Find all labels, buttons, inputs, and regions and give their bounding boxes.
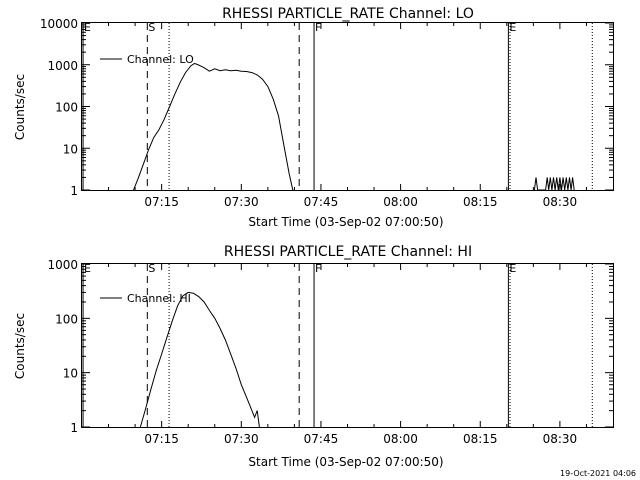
chart-lo-panel: RHESSI PARTICLE_RATE Channel: LO Counts/… xyxy=(13,6,614,229)
chart-lo-series-line-0 xyxy=(133,62,294,191)
chart-lo-marker-label: E xyxy=(84,21,91,34)
chart-hi-ytick-label: 100 xyxy=(55,312,78,326)
chart-lo-xtick-label: 07:45 xyxy=(304,195,339,209)
chart-lo-xtick-label: 08:00 xyxy=(383,195,418,209)
chart-lo-series-line-1 xyxy=(533,177,575,191)
chart-lo-marker-label: S xyxy=(148,21,155,34)
chart-lo-xtick-label: 08:15 xyxy=(463,195,498,209)
chart-lo-ytick-label: 1 xyxy=(70,184,78,198)
chart-hi-xtick-label: 07:45 xyxy=(304,432,339,446)
chart-hi-xtick-label: 07:30 xyxy=(224,432,259,446)
chart-hi-ytick-label: 1000 xyxy=(47,258,78,272)
chart-hi-marker-label: F xyxy=(315,262,321,275)
chart-lo-xtick-label: 08:30 xyxy=(543,195,578,209)
chart-hi-series-line-0 xyxy=(139,291,260,428)
chart-hi-legend-label: Channel: HI xyxy=(127,292,191,305)
chart-lo-ylabel: Counts/sec xyxy=(13,74,27,140)
chart-hi-plot-frame xyxy=(81,263,614,428)
footer-timestamp: 19-Oct-2021 04:06 xyxy=(560,469,636,478)
chart-hi-panel: RHESSI PARTICLE_RATE Channel: HI Counts/… xyxy=(13,244,614,469)
chart-lo-ytick-label: 10000 xyxy=(40,17,78,31)
chart-hi-ytick-label: 10 xyxy=(63,367,78,381)
chart-lo-legend-label: Channel: LO xyxy=(127,53,194,66)
chart-lo-ytick-label: 1000 xyxy=(47,59,78,73)
chart-hi-ytick-label: 1 xyxy=(70,421,78,435)
chart-lo-xlabel: Start Time (03-Sep-02 07:00:50) xyxy=(248,215,443,229)
chart-hi-marker-label: E xyxy=(509,262,516,275)
chart-lo-marker-label: F xyxy=(315,21,321,34)
chart-hi-title: RHESSI PARTICLE_RATE Channel: HI xyxy=(224,244,472,260)
chart-lo-marker-label: E xyxy=(509,21,516,34)
chart-hi-marker-label: S xyxy=(148,262,155,275)
chart-hi-xtick-label: 08:30 xyxy=(543,432,578,446)
chart-hi-ylabel: Counts/sec xyxy=(13,313,27,379)
chart-hi-xlabel: Start Time (03-Sep-02 07:00:50) xyxy=(248,455,443,469)
chart-hi-xtick-label: 08:15 xyxy=(463,432,498,446)
chart-lo-xtick-label: 07:15 xyxy=(144,195,179,209)
chart-lo-title: RHESSI PARTICLE_RATE Channel: LO xyxy=(222,6,474,22)
chart-lo-ytick-label: 10 xyxy=(63,142,78,156)
chart-hi-marker-label: E xyxy=(84,262,91,275)
chart-lo-plot-frame xyxy=(81,22,614,191)
chart-lo-xtick-label: 07:30 xyxy=(224,195,259,209)
chart-hi-xtick-label: 08:00 xyxy=(383,432,418,446)
chart-hi-xtick-label: 07:15 xyxy=(144,432,179,446)
chart-lo-ytick-label: 100 xyxy=(55,101,78,115)
